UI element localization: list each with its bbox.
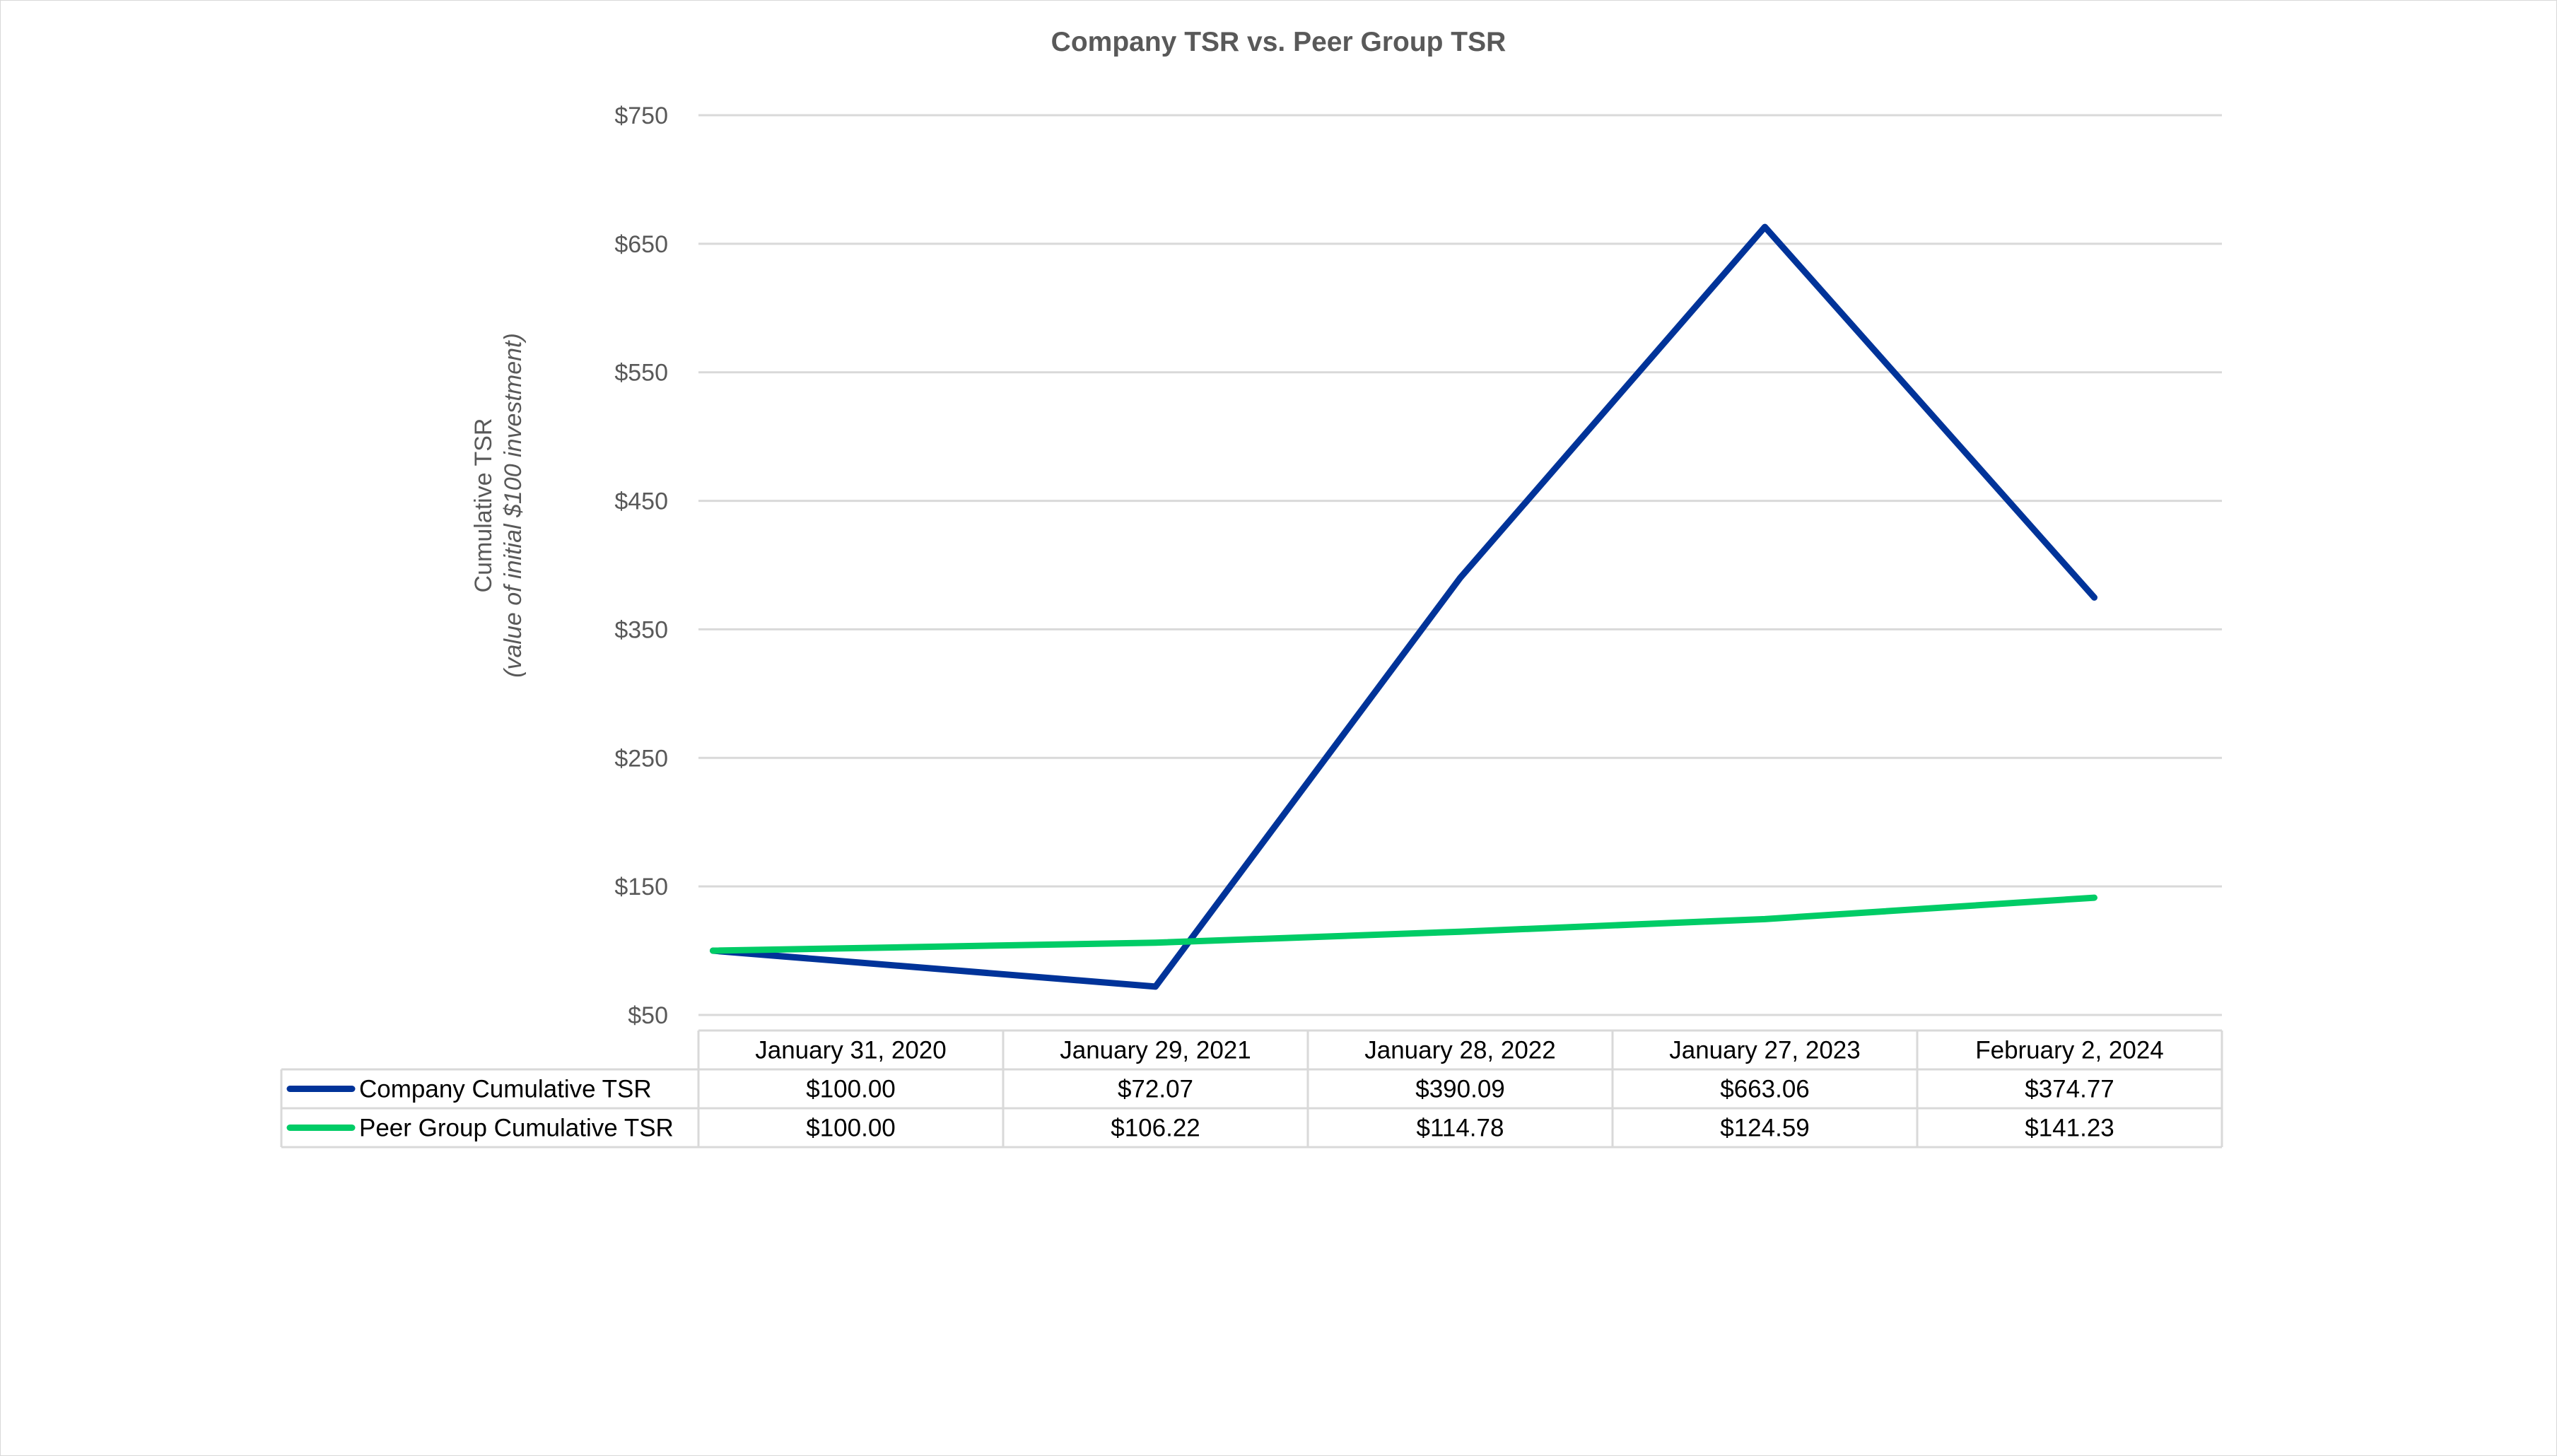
data-label: $100.00 — [806, 1076, 896, 1103]
y-tick-label: $650 — [614, 231, 668, 258]
y-tick-label: $550 — [614, 360, 668, 387]
series-line — [710, 223, 2097, 990]
y-tick-label: $250 — [614, 745, 668, 772]
data-label: $390.09 — [1415, 1076, 1505, 1103]
y-tick-label: $750 — [614, 102, 668, 129]
series-line — [710, 894, 2097, 954]
x-category-label: January 28, 2022 — [1364, 1037, 1555, 1064]
x-category-label: January 29, 2021 — [1060, 1037, 1251, 1064]
x-category-label: February 2, 2024 — [1975, 1037, 2164, 1064]
data-label: $106.22 — [1111, 1115, 1200, 1142]
legend-label: Company Cumulative TSR — [359, 1076, 652, 1103]
data-label: $374.77 — [2025, 1076, 2114, 1103]
y-tick-label: $450 — [614, 488, 668, 515]
data-label: $124.59 — [1720, 1115, 1810, 1142]
legend-label: Peer Group Cumulative TSR — [359, 1115, 674, 1142]
y-tick-label: $50 — [628, 1002, 668, 1029]
data-label: $141.23 — [2025, 1115, 2114, 1142]
data-label: $72.07 — [1118, 1076, 1193, 1103]
y-tick-label: $350 — [614, 616, 668, 643]
x-category-label: January 27, 2023 — [1669, 1037, 1860, 1064]
y-tick-label: $150 — [614, 874, 668, 900]
data-label: $114.78 — [1417, 1115, 1504, 1142]
data-label: $663.06 — [1720, 1076, 1810, 1103]
x-category-label: January 31, 2020 — [755, 1037, 946, 1064]
chart-title: Company TSR vs. Peer Group TSR — [1051, 27, 1506, 57]
data-label: $100.00 — [806, 1115, 896, 1142]
